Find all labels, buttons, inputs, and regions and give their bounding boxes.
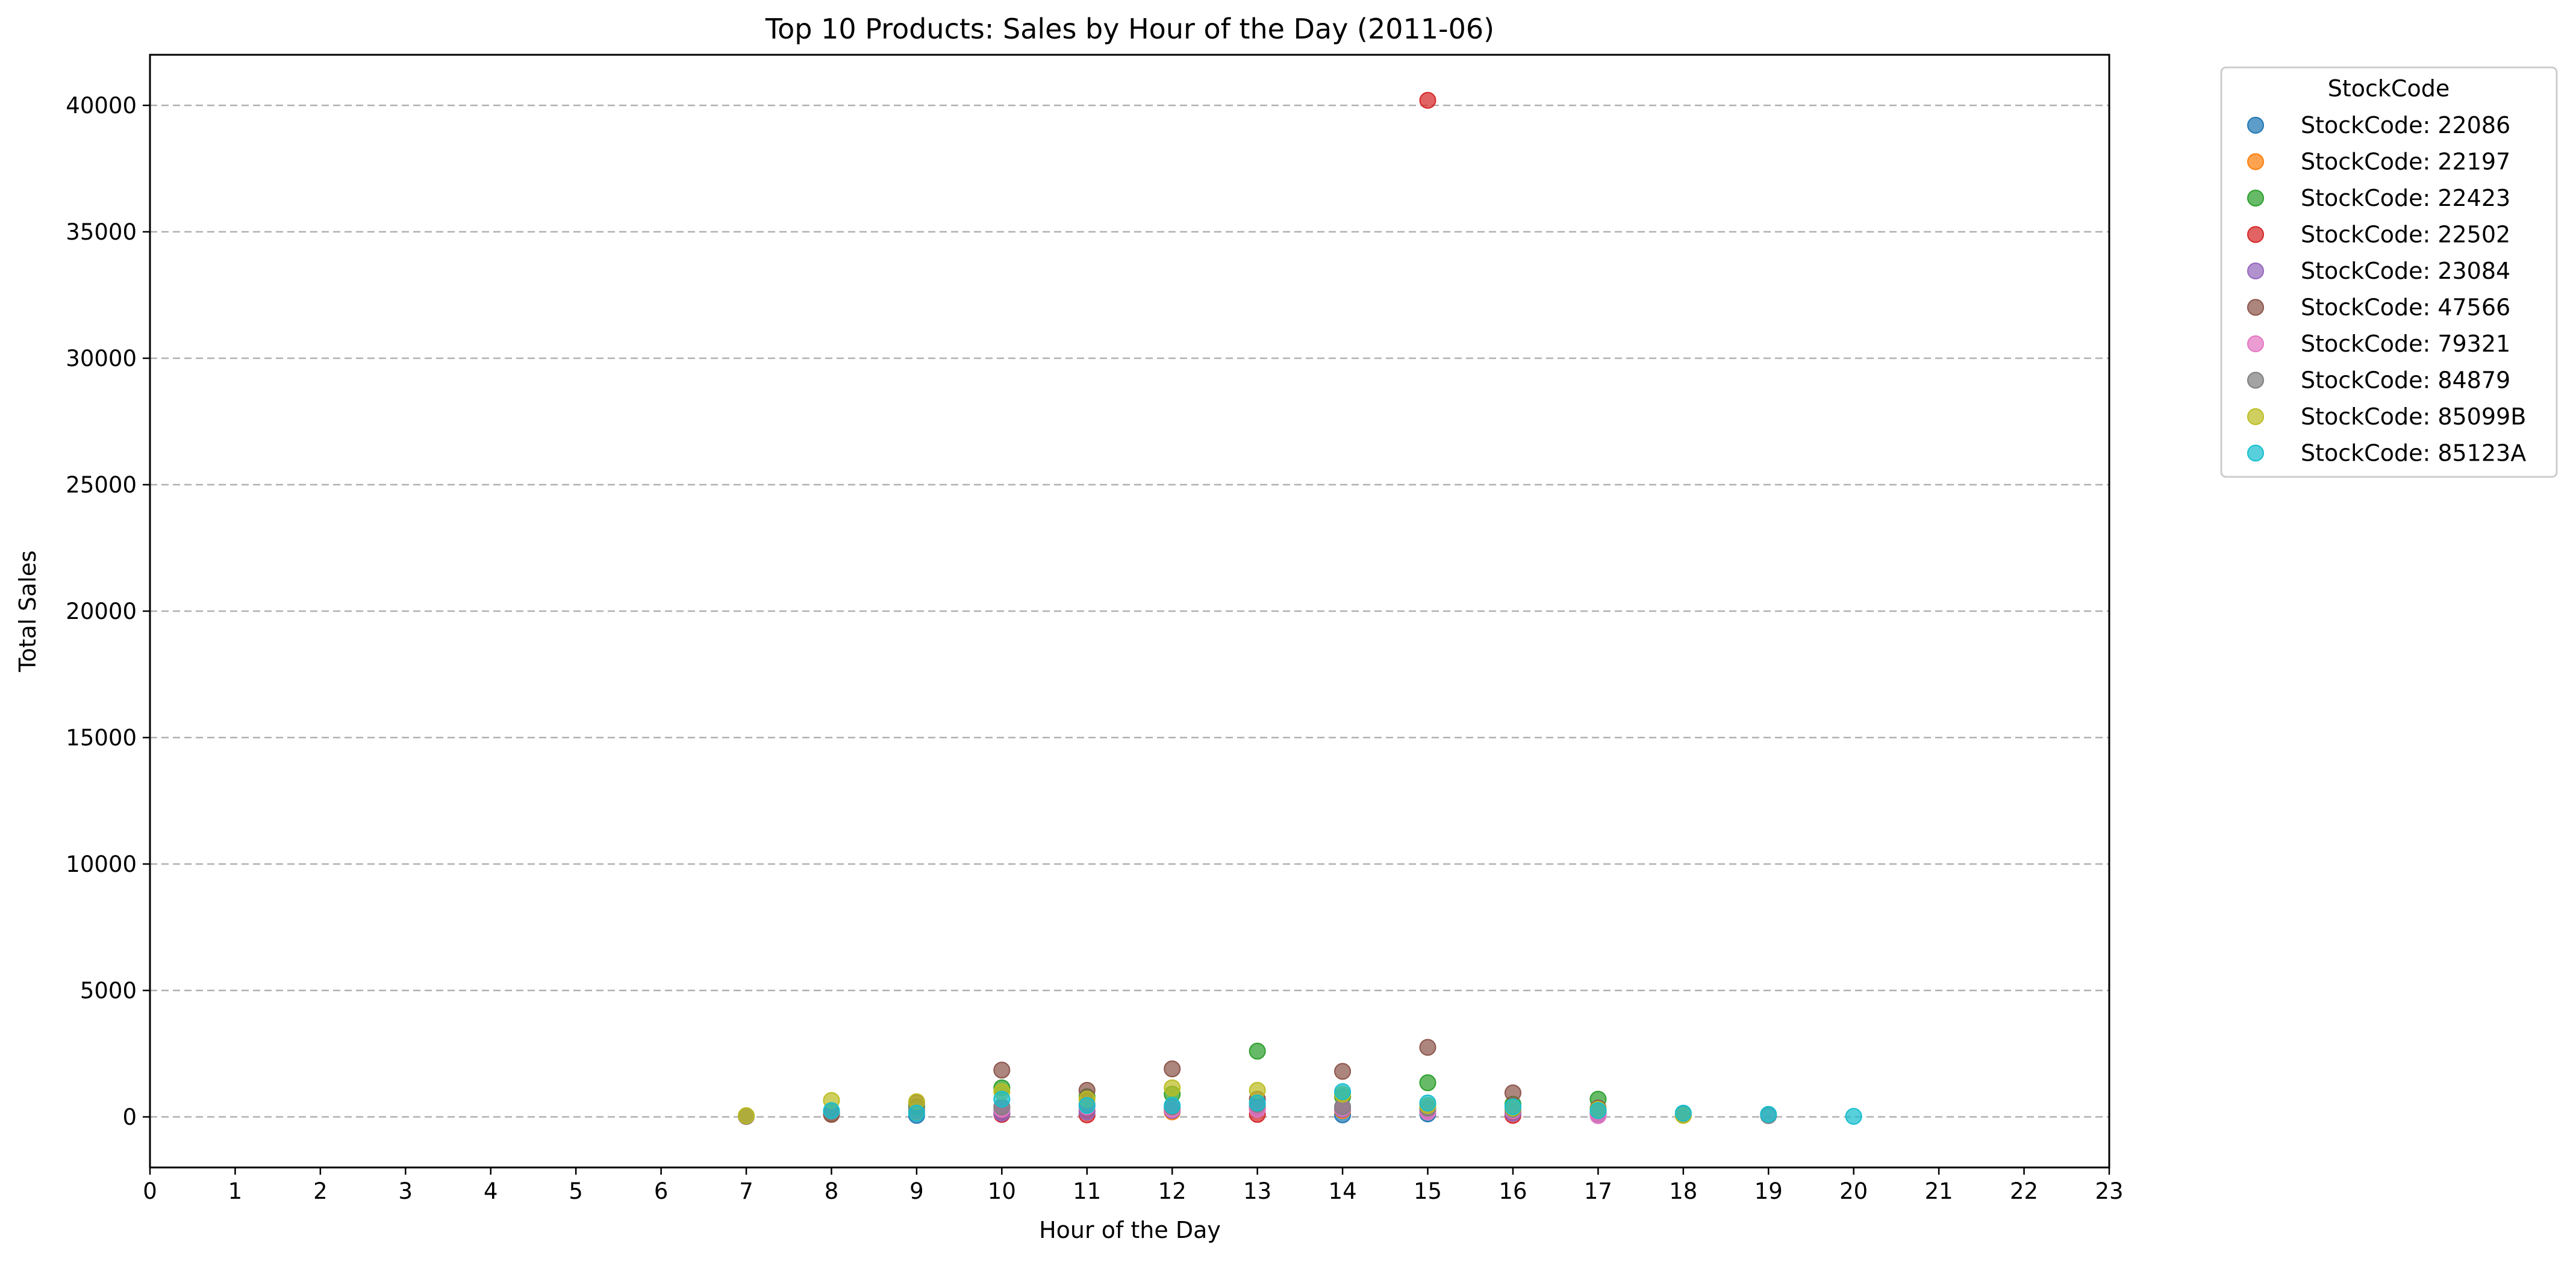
data-point — [1674, 1104, 1692, 1122]
y-tick-label: 25000 — [66, 472, 137, 498]
legend-label: StockCode: 22086 — [2301, 112, 2510, 138]
data-point — [1419, 1074, 1436, 1092]
data-points — [738, 92, 1862, 1125]
data-point — [1334, 1083, 1352, 1100]
y-tick-label: 10000 — [66, 851, 137, 877]
x-tick-label: 20 — [1839, 1178, 1868, 1204]
legend-label: StockCode: 47566 — [2301, 294, 2510, 321]
x-axis-label: Hour of the Day — [1039, 1217, 1221, 1243]
data-point — [1419, 92, 1436, 109]
data-point — [1164, 1097, 1181, 1114]
legend-marker — [2247, 444, 2264, 462]
x-tick-label: 4 — [484, 1178, 498, 1204]
y-tick-label: 35000 — [66, 219, 137, 245]
y-axis-ticks: 0 5000 10000 15000 20000 25000 30000 35000 40000 — [66, 93, 150, 1130]
x-tick-label: 11 — [1073, 1178, 1101, 1204]
x-tick-label: 17 — [1584, 1178, 1612, 1204]
legend-box — [2220, 66, 2558, 478]
data-point — [823, 1102, 840, 1119]
legend-items: StockCode: 22086 StockCode: 22197 StockCod… — [2247, 112, 2526, 467]
data-point — [738, 1107, 755, 1124]
legend-label: StockCode: 84879 — [2301, 367, 2510, 394]
y-tick-label: 40000 — [66, 93, 137, 119]
data-point — [1845, 1108, 1862, 1125]
x-tick-label: 5 — [569, 1178, 583, 1204]
x-tick-label: 15 — [1414, 1178, 1442, 1204]
data-point — [1078, 1097, 1096, 1114]
legend-label: StockCode: 23084 — [2301, 258, 2510, 284]
x-tick-label: 7 — [739, 1178, 753, 1204]
legend-label: StockCode: 79321 — [2301, 331, 2510, 357]
x-tick-label: 2 — [313, 1178, 328, 1204]
chart-title: Top 10 Products: Sales by Hour of the Da… — [765, 13, 1494, 45]
data-point — [1249, 1042, 1266, 1060]
y-tick-label: 0 — [122, 1104, 137, 1130]
y-axis-label: Total Sales — [14, 550, 41, 673]
data-point — [1334, 1063, 1352, 1080]
x-tick-label: 19 — [1754, 1178, 1783, 1204]
data-point — [1589, 1102, 1607, 1119]
x-axis-ticks: 0 1 2 3 4 5 6 7 8 9 10 11 12 13 14 15 16 17 18 19 20 21 22 23 — [143, 1167, 2124, 1204]
data-point — [1419, 1094, 1436, 1111]
x-tick-label: 8 — [825, 1178, 839, 1204]
x-tick-label: 9 — [909, 1178, 924, 1204]
y-tick-label: 5000 — [80, 978, 137, 1004]
legend-marker — [2247, 299, 2264, 316]
x-tick-label: 1 — [228, 1178, 243, 1204]
x-tick-label: 13 — [1243, 1178, 1271, 1204]
legend-label: StockCode: 22197 — [2301, 149, 2510, 175]
data-point — [908, 1104, 925, 1122]
x-tick-label: 16 — [1499, 1178, 1527, 1204]
data-point — [1249, 1094, 1266, 1111]
x-tick-label: 21 — [1925, 1178, 1953, 1204]
data-point — [993, 1062, 1011, 1079]
legend-marker — [2247, 408, 2264, 425]
x-tick-label: 23 — [2095, 1178, 2123, 1204]
data-point — [1419, 1039, 1436, 1056]
grid-lines — [150, 104, 2109, 1118]
legend: StockCode StockCode: 22086 StockCode: 221… — [2220, 66, 2558, 478]
legend-marker — [2247, 153, 2264, 170]
y-tick-label: 15000 — [66, 725, 137, 751]
legend-label: StockCode: 22502 — [2301, 222, 2510, 248]
x-tick-label: 12 — [1158, 1178, 1187, 1204]
x-tick-label: 3 — [399, 1178, 413, 1204]
legend-label: StockCode: 85123A — [2301, 440, 2526, 467]
x-tick-label: 22 — [2010, 1178, 2038, 1204]
data-point — [1164, 1079, 1181, 1096]
legend-marker — [2247, 335, 2264, 352]
x-tick-label: 14 — [1329, 1178, 1357, 1204]
x-tick-label: 0 — [143, 1178, 157, 1204]
data-point — [1760, 1105, 1777, 1123]
data-point — [993, 1090, 1011, 1108]
legend-marker — [2247, 117, 2264, 134]
legend-marker — [2247, 263, 2264, 279]
x-tick-label: 10 — [988, 1178, 1016, 1204]
legend-label: StockCode: 22423 — [2301, 185, 2510, 211]
legend-marker — [2247, 226, 2264, 243]
data-point — [1504, 1098, 1521, 1116]
legend-marker — [2247, 371, 2264, 389]
legend-label: StockCode: 85099B — [2301, 403, 2526, 430]
legend-marker — [2247, 190, 2264, 207]
legend-title: StockCode — [2328, 75, 2450, 102]
x-tick-label: 6 — [654, 1178, 669, 1204]
y-tick-label: 30000 — [66, 346, 137, 371]
x-tick-label: 18 — [1669, 1178, 1697, 1204]
y-tick-label: 20000 — [66, 598, 137, 624]
data-point — [1164, 1060, 1181, 1078]
